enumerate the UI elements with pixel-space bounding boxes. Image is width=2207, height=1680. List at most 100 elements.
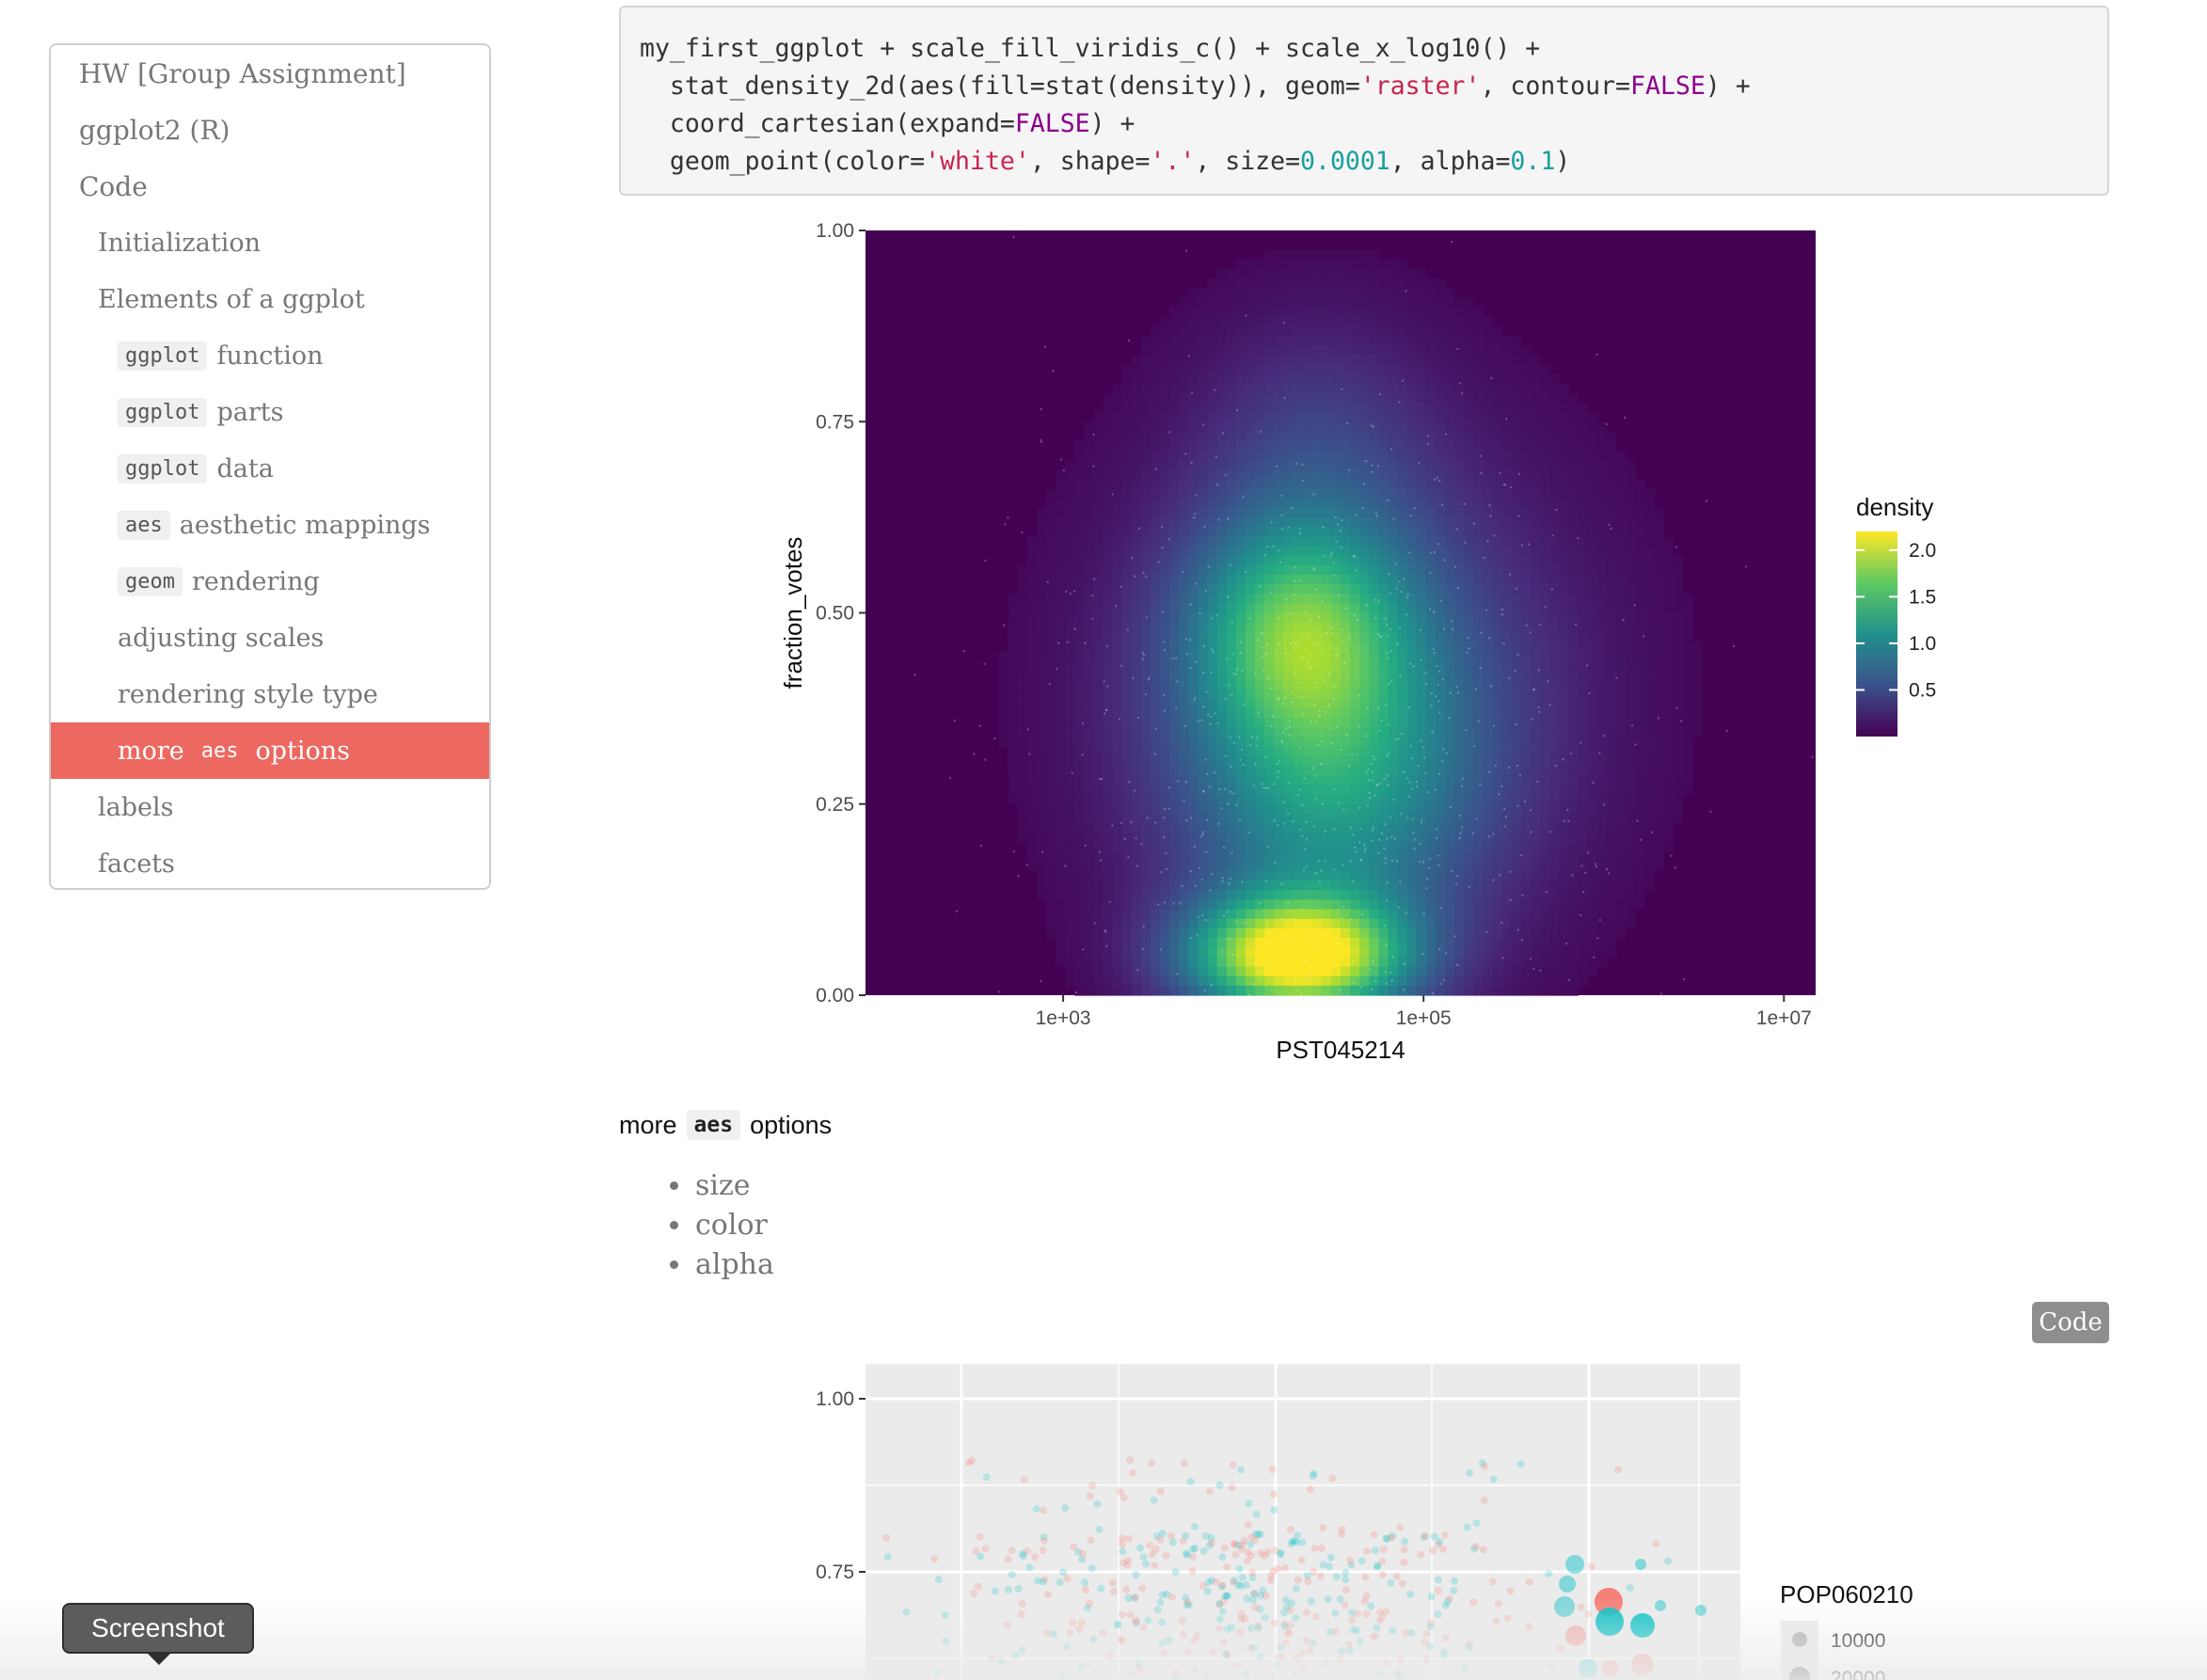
density-cell [1140,479,1151,489]
density-cell [1264,249,1275,261]
density-cell [1026,755,1038,767]
density-cell [1074,823,1085,833]
density-cell [1501,785,1513,796]
toc-item[interactable]: Code [51,158,489,214]
density-cell [1321,755,1332,767]
density-cell [1084,861,1094,872]
density-cell [1093,785,1104,796]
density-cell [1226,288,1237,298]
density-cell [1464,823,1474,833]
density-cell [1501,459,1513,470]
density-cell [1663,536,1675,547]
density-cell [1464,564,1474,576]
density-cell [1464,899,1474,911]
density-cell [1198,985,1209,996]
density-cell [1169,335,1180,346]
density-cell [1416,603,1427,614]
density-cell [1520,880,1532,891]
density-cell [1235,450,1246,461]
density-cell [1359,421,1370,433]
density-cell [1188,440,1199,452]
density-cell [1454,307,1465,318]
density-cell [1169,307,1180,318]
density-cell [1160,842,1170,853]
density-cell [1341,516,1351,528]
density-cell [1293,899,1304,911]
density-point [1458,836,1461,840]
density-cell [1388,642,1399,652]
toc-item[interactable]: adjusting scales [51,610,489,666]
density-cell [1036,813,1047,824]
density-cell [1596,546,1608,557]
density-point [1313,704,1316,706]
density-cell [1445,355,1455,365]
density-cell [1283,794,1294,805]
density-cell [1350,975,1360,987]
density-cell [1112,737,1123,748]
density-cell [1056,737,1066,748]
density-cell [1492,631,1503,642]
density-cell [1559,823,1569,833]
density-cell [1531,985,1541,996]
density-cell [1540,412,1550,422]
density-cell [1492,708,1503,719]
density-cell [1540,746,1550,757]
density-cell [1359,880,1370,891]
density-cell [1531,947,1541,958]
density-cell [1074,755,1085,767]
density-cell [1283,870,1294,881]
density-cell [1226,755,1237,767]
toc-item[interactable]: ggplot parts [51,384,489,440]
density-cell [1369,851,1379,863]
density-cell [1246,392,1256,404]
toc-item[interactable]: aes aesthetic mappings [51,497,489,553]
toc-item[interactable]: labels [51,779,489,835]
toc-item[interactable]: more aes options [51,722,489,779]
density-cell [1359,851,1370,863]
density-cell [1369,307,1379,318]
toc-item[interactable]: facets [51,835,489,888]
toc-item[interactable]: ggplot2 (R) [51,102,489,158]
density-cell [1492,975,1503,987]
toc-item[interactable]: ggplot data [51,440,489,497]
density-cell [1445,488,1455,499]
density-cell [1093,584,1104,594]
density-cell [1036,651,1047,661]
density-cell [1045,823,1056,833]
density-cell [1388,927,1399,939]
density-point [1348,637,1351,640]
density-cell [1131,947,1142,958]
density-cell [1587,564,1598,576]
density-cell [1056,947,1066,958]
density-cell [1596,708,1608,719]
density-cell [1330,325,1342,337]
density-cell [1302,594,1313,604]
density-cell [1036,708,1047,719]
density-cell [1587,775,1598,786]
density-cell [1103,498,1114,509]
toc-item[interactable]: Initialization [51,214,489,271]
density-cell [1293,975,1304,987]
density-cell [1369,803,1379,815]
density-cell [1198,335,1209,346]
toc-item[interactable]: Elements of a ggplot [51,271,489,327]
density-cell [1160,823,1170,833]
density-cell [1436,344,1446,356]
density-cell [1103,899,1114,911]
density-cell [1216,603,1228,614]
density-cell [1321,985,1332,996]
density-cell [1112,383,1123,394]
density-cell [1084,546,1094,557]
density-point [1201,672,1205,674]
density-cell [1274,316,1284,327]
toc-item[interactable]: HW [Group Assignment] [51,45,489,102]
density-cell [1207,450,1218,461]
density-cell [1188,594,1199,604]
density-cell [1074,851,1085,863]
density-cell [1093,766,1104,776]
density-cell [1235,498,1246,509]
toc-item[interactable]: ggplot function [51,327,489,384]
density-cell [1274,890,1284,900]
toc-item[interactable]: rendering style type [51,666,489,722]
toc-item[interactable]: geom rendering [51,553,489,610]
